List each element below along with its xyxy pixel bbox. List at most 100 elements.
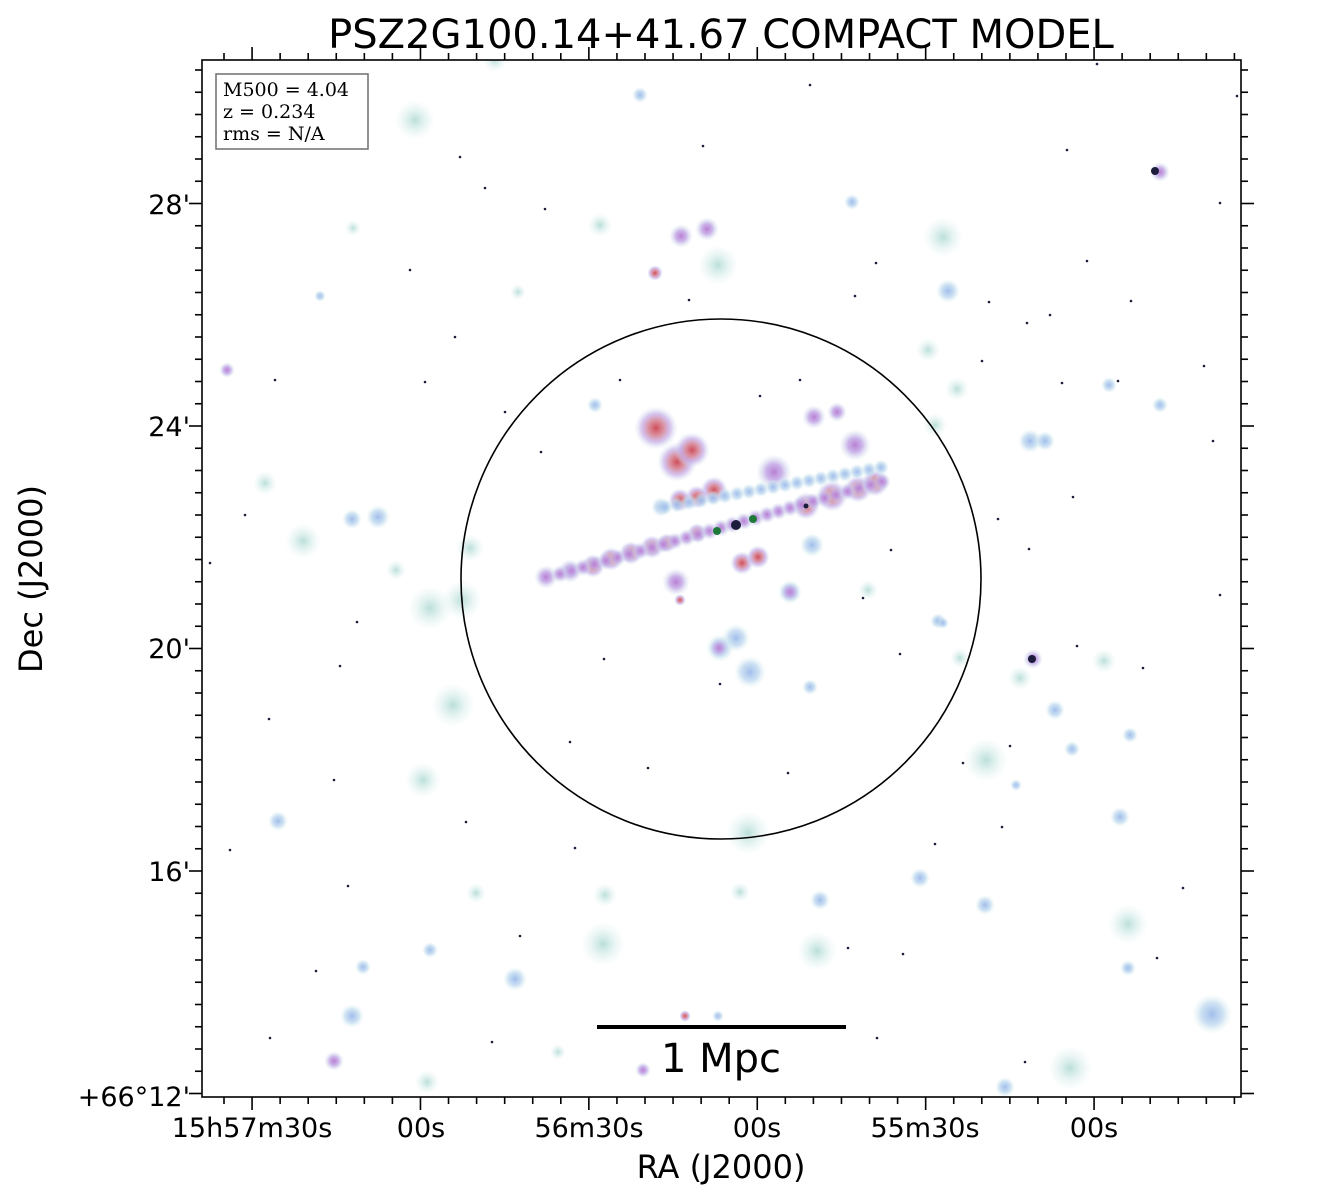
- source-faint: [726, 811, 770, 855]
- info-line-rms: rms = N/A: [223, 123, 325, 145]
- source-faint: [550, 1044, 566, 1060]
- source-faint: [1048, 1046, 1092, 1090]
- source-core: [786, 771, 790, 775]
- source-bright: [746, 545, 770, 569]
- source-core: [453, 335, 457, 339]
- source-core: [1211, 439, 1215, 443]
- source-halo: [1152, 397, 1168, 413]
- y-tick-label-4: 24': [148, 412, 190, 443]
- x-tick-label-4: 00s: [733, 1113, 781, 1144]
- source-medium: [669, 224, 693, 248]
- y-axis-label: Dec (J2000): [12, 485, 50, 673]
- source-halo: [422, 942, 438, 958]
- source-core: [458, 155, 462, 159]
- source-core: [243, 513, 247, 517]
- source-core: [961, 761, 965, 765]
- source-halo: [268, 811, 288, 831]
- source-medium: [839, 429, 871, 461]
- source-halo: [1122, 727, 1138, 743]
- source-medium: [709, 638, 729, 658]
- source-halo: [657, 499, 673, 515]
- source-core: [543, 207, 547, 211]
- source-faint: [916, 338, 940, 362]
- source-core: [861, 596, 865, 600]
- source-halo: [681, 494, 697, 511]
- source-core: [889, 548, 893, 552]
- source-halo: [849, 463, 865, 480]
- source-faint: [588, 213, 612, 237]
- source-halo: [1010, 779, 1022, 791]
- source-core: [1181, 886, 1185, 890]
- source-core: [687, 298, 691, 302]
- source-halo: [753, 481, 769, 498]
- source-core: [503, 410, 507, 414]
- source-faint: [797, 931, 837, 971]
- source-faint: [408, 586, 452, 630]
- source-faint: [923, 217, 963, 257]
- r500-circle: [460, 318, 982, 840]
- source-halo: [342, 509, 362, 529]
- x-axis-label: RA (J2000): [637, 1148, 806, 1186]
- x-tick-label-2: 00s: [397, 1113, 445, 1144]
- source-faint: [1092, 649, 1116, 673]
- source-medium: [802, 405, 826, 429]
- source-core: [1218, 593, 1222, 597]
- source-faint: [395, 100, 435, 140]
- source-core: [853, 294, 857, 298]
- source-core: [338, 664, 342, 668]
- source-core: [1027, 547, 1031, 551]
- source-core: [1060, 381, 1064, 385]
- source-faint: [415, 1070, 439, 1094]
- source-core: [1028, 655, 1036, 663]
- info-line-mass: M500 = 4.04: [223, 79, 349, 101]
- source-halo: [729, 485, 745, 502]
- y-tick-label-3: 20': [148, 634, 190, 665]
- source-medium: [873, 472, 891, 491]
- source-halo: [777, 477, 793, 493]
- source-faint: [1108, 904, 1148, 944]
- source-faint: [483, 60, 507, 72]
- source-faint: [456, 534, 484, 562]
- source-bright: [634, 406, 678, 450]
- scale-bar-label: 1 Mpc: [661, 1036, 781, 1082]
- x-tick-label-5: 55m30s: [870, 1113, 979, 1144]
- source-faint: [285, 523, 321, 559]
- source-halo: [995, 1077, 1015, 1097]
- source-halo: [910, 868, 930, 888]
- source-halo: [1101, 377, 1117, 393]
- source-core: [464, 820, 468, 824]
- source-core: [228, 848, 232, 852]
- source-core: [808, 83, 812, 87]
- source-faint: [510, 284, 526, 300]
- source-faint: [698, 245, 738, 285]
- source-faint: [345, 220, 361, 236]
- source-medium: [662, 568, 690, 596]
- source-core: [1008, 744, 1012, 748]
- y-tick-label-5: 28': [148, 190, 190, 221]
- source-faint: [431, 683, 475, 727]
- source-core: [568, 740, 572, 744]
- source-core: [1155, 956, 1159, 960]
- source-faint: [593, 883, 617, 907]
- source-core: [933, 842, 937, 846]
- source-core: [1202, 364, 1206, 368]
- source-core: [208, 561, 212, 565]
- source-core: [718, 682, 722, 686]
- source-core: [1023, 1060, 1027, 1064]
- source-halo: [632, 87, 648, 103]
- source-core: [1065, 148, 1069, 152]
- source-faint: [923, 413, 947, 437]
- source-core: [314, 969, 318, 973]
- source-bright: [679, 1010, 691, 1022]
- source-halo: [366, 505, 390, 529]
- source-halo: [712, 1010, 724, 1022]
- source-halo: [705, 490, 721, 507]
- source-halo: [936, 279, 960, 303]
- source-core: [1218, 201, 1222, 205]
- source-core: [1129, 299, 1133, 303]
- source-core: [1235, 94, 1239, 98]
- source-faint: [253, 471, 277, 495]
- source-core: [518, 934, 522, 938]
- source-bright: [647, 265, 663, 281]
- source-core: [355, 620, 359, 624]
